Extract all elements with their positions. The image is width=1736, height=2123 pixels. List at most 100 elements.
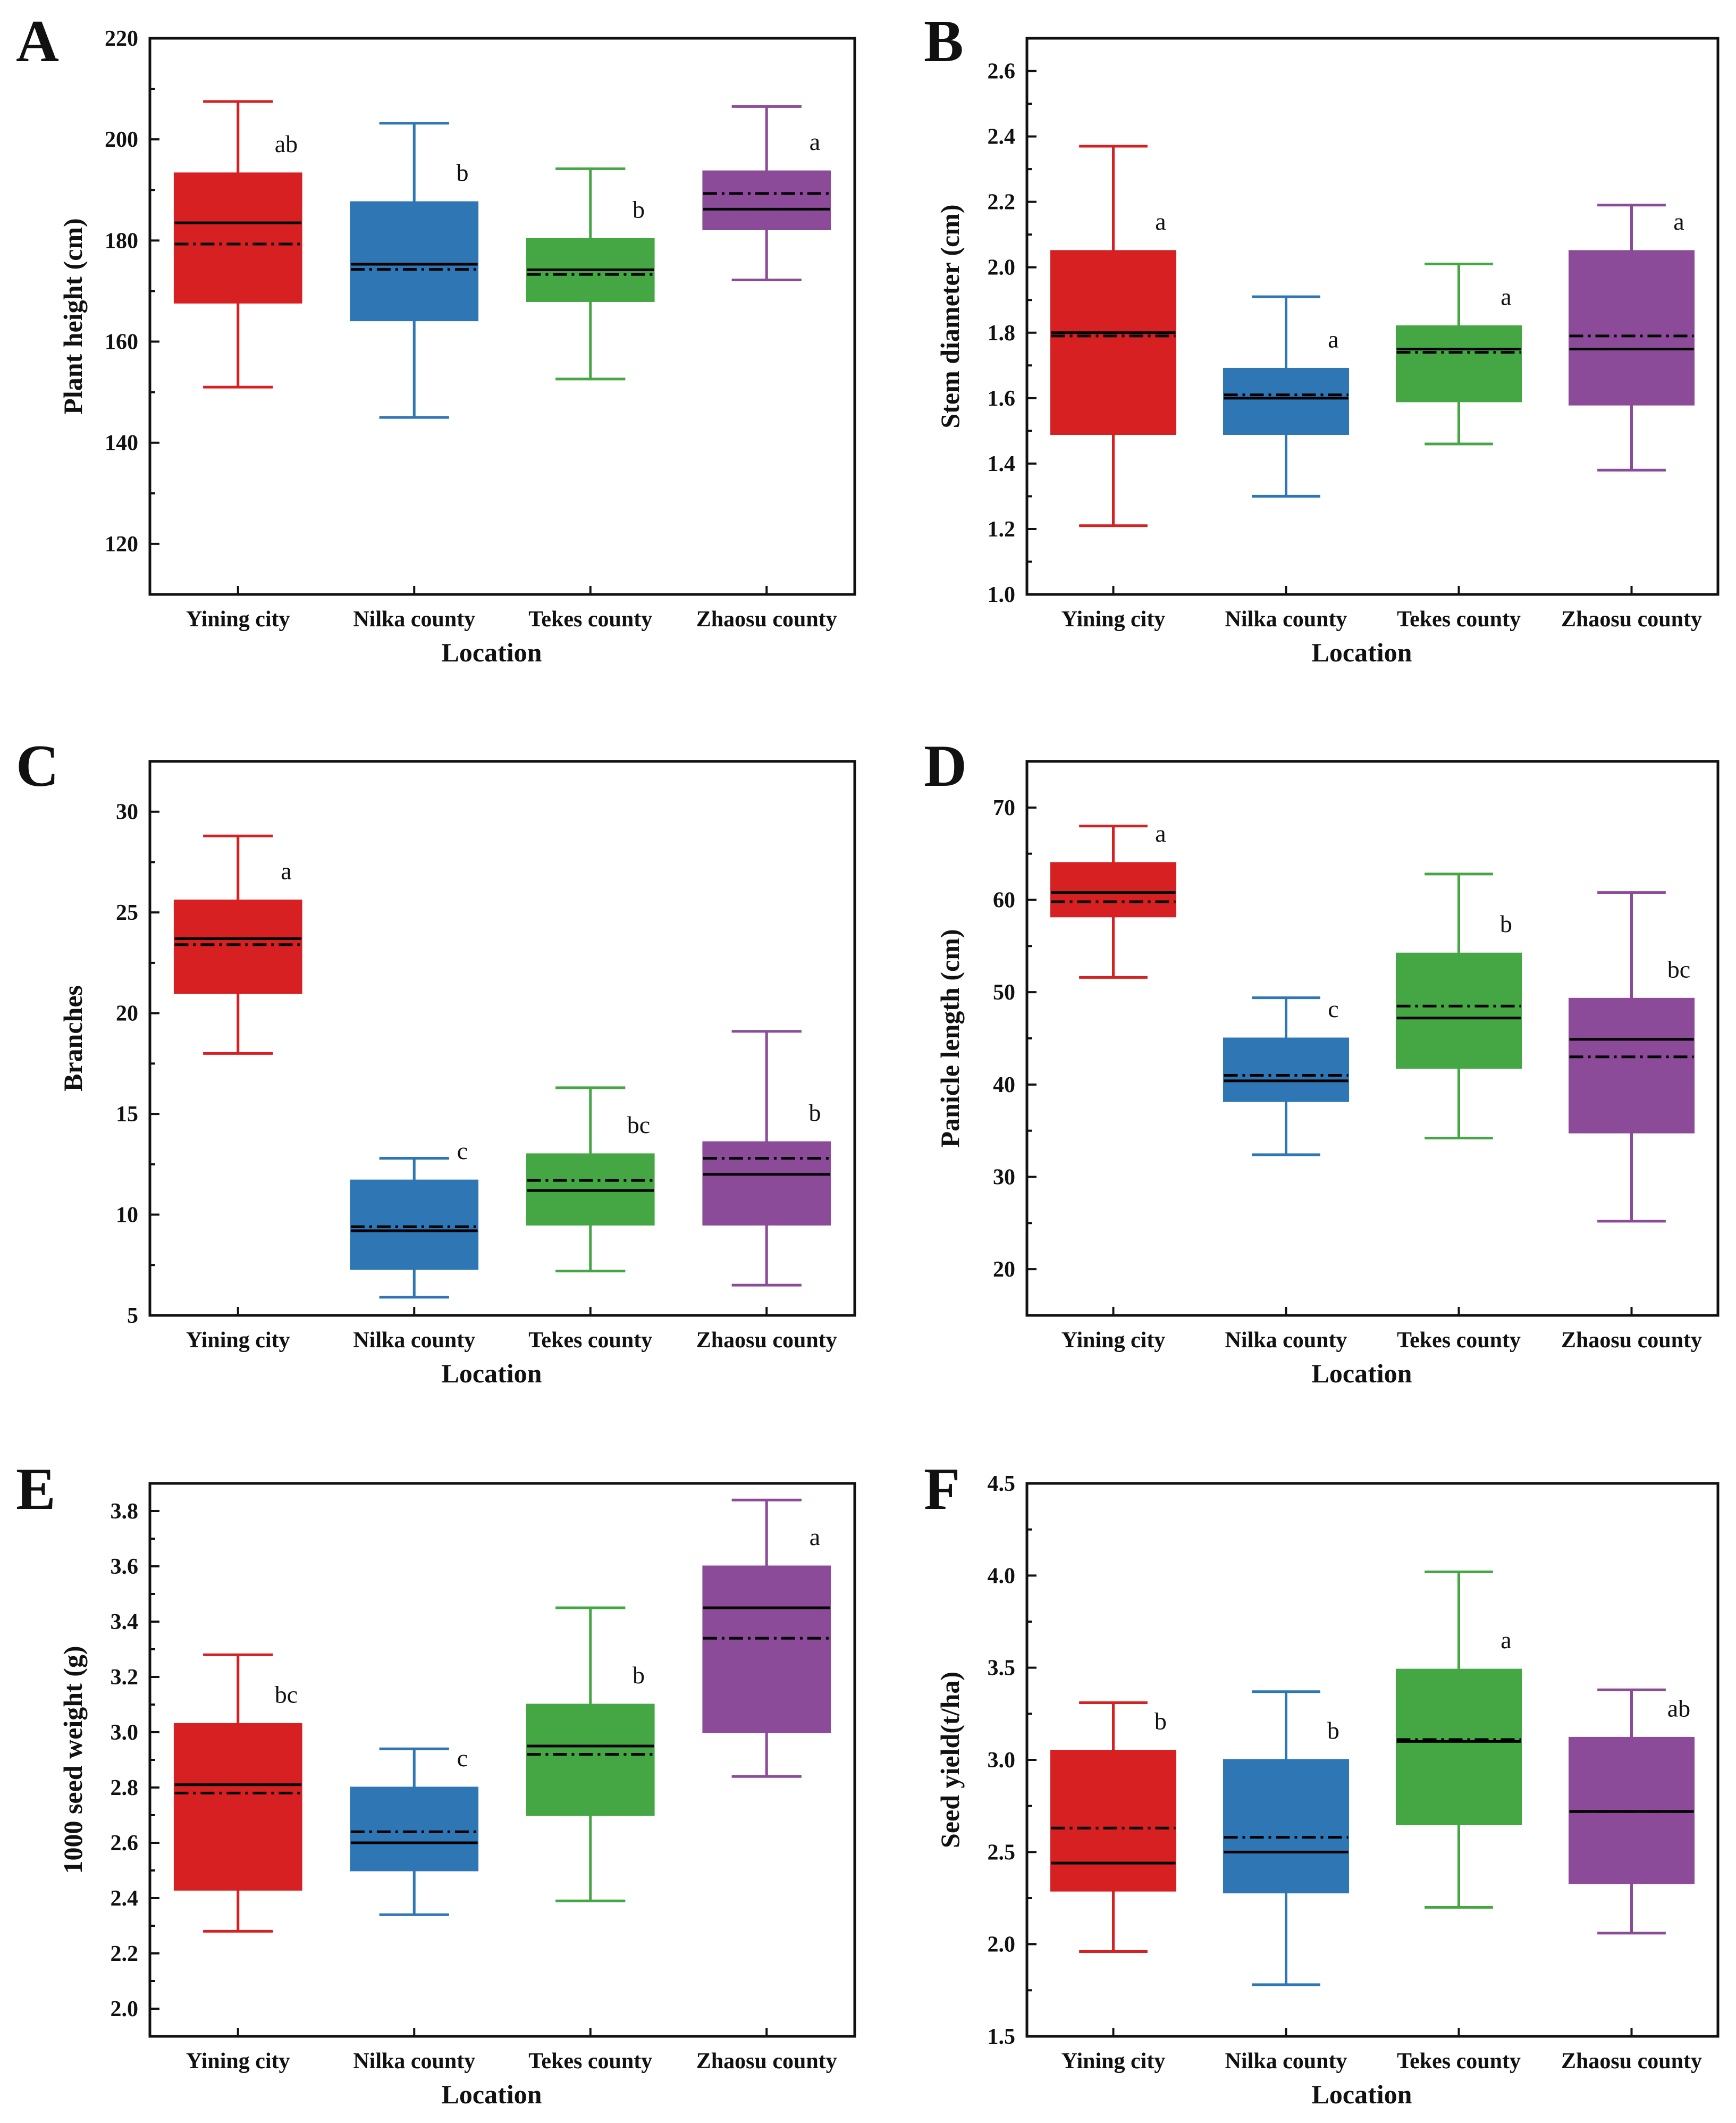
box-tekes-county: b [526, 1606, 655, 1902]
iqr-box [1223, 367, 1349, 435]
iqr-box [173, 899, 302, 994]
box-zhaosu-county: a [1569, 204, 1695, 472]
x-tick-label: Yining city [1061, 1328, 1166, 1353]
significance-label: a [1155, 820, 1166, 847]
y-tick-label: 2.6 [111, 1831, 139, 1856]
box-zhaosu-county: a [702, 1498, 831, 1778]
box-tekes-county: b [1396, 872, 1522, 1140]
significance-label: a [1673, 208, 1684, 235]
y-tick-label: 180 [105, 229, 138, 253]
y-tick-label: 10 [116, 1203, 138, 1228]
x-tick-label: Tekes county [1397, 1328, 1521, 1353]
y-tick-label: 3.4 [111, 1610, 139, 1634]
significance-label: b [1500, 910, 1512, 937]
y-tick-label: 2.4 [111, 1886, 139, 1911]
iqr-box [1396, 1668, 1522, 1825]
significance-label: a [1328, 325, 1338, 353]
iqr-box [1569, 997, 1695, 1134]
box-zhaosu-county: a [702, 105, 831, 282]
panel-letter: D [924, 733, 967, 799]
x-tick-label: Zhaosu county [1561, 1328, 1702, 1353]
x-tick-label: Tekes county [528, 1328, 652, 1353]
y-tick-label: 3.8 [111, 1499, 139, 1524]
panel-E: E2.02.22.42.62.83.03.23.43.63.8bcYining … [16, 1456, 856, 2109]
y-tick-label: 40 [993, 1073, 1015, 1097]
box-tekes-county: bc [526, 1086, 655, 1273]
significance-label: bc [275, 1681, 298, 1708]
x-tick-label: Yining city [1061, 607, 1166, 632]
y-tick-label: 70 [993, 796, 1015, 820]
plot-frame [1025, 760, 1720, 1317]
significance-label: bc [1667, 955, 1690, 983]
box-nilka-county: b [1223, 1690, 1349, 1986]
box-yining-city: bc [173, 1653, 302, 1933]
box-tekes-county: a [1396, 1570, 1522, 1909]
y-tick-label: 25 [116, 901, 138, 925]
x-tick-label: Nilka county [1225, 2049, 1347, 2074]
box-yining-city: b [1050, 1701, 1176, 1953]
box-zhaosu-county: bc [1569, 891, 1695, 1223]
y-tick-label: 1.4 [988, 452, 1016, 476]
box-zhaosu-county: b [702, 1030, 831, 1287]
y-tick-label: 20 [116, 1002, 138, 1026]
box-tekes-county: b [526, 167, 655, 381]
x-axis-title: Location [1312, 2079, 1412, 2109]
y-tick-label: 2.5 [988, 1840, 1016, 1865]
x-axis-title: Location [1312, 637, 1412, 667]
iqr-box [702, 1141, 831, 1226]
significance-label: a [281, 857, 291, 884]
y-tick-label: 2.0 [988, 256, 1016, 280]
x-axis-title: Location [1312, 1358, 1412, 1388]
significance-label: b [1327, 1717, 1339, 1744]
x-tick-label: Zhaosu county [696, 2049, 837, 2074]
y-tick-label: 3.0 [988, 1748, 1016, 1773]
significance-label: c [457, 1744, 468, 1772]
x-tick-label: Yining city [186, 2049, 290, 2074]
box-zhaosu-county: ab [1569, 1688, 1695, 1935]
significance-label: b [633, 1662, 645, 1689]
x-tick-label: Nilka county [353, 607, 475, 632]
y-tick-label: 2.2 [988, 190, 1016, 215]
panel-letter: A [16, 9, 59, 74]
iqr-box [1569, 250, 1695, 406]
y-tick-label: 1.0 [988, 583, 1016, 607]
y-tick-label: 220 [105, 27, 138, 51]
plot-frame [148, 1482, 856, 2038]
significance-label: a [810, 128, 820, 155]
panel-letter: C [16, 733, 59, 799]
y-axis-title: Stem diameter (cm) [935, 204, 965, 428]
y-tick-label: 30 [116, 800, 138, 825]
iqr-box [1396, 952, 1522, 1069]
iqr-box [173, 1723, 302, 1891]
panel-letter: E [16, 1456, 56, 1522]
y-tick-label: 50 [993, 980, 1015, 1005]
significance-label: ab [275, 130, 298, 157]
x-axis-title: Location [442, 1358, 542, 1388]
box-nilka-county: c [350, 1137, 479, 1299]
y-tick-label: 1.2 [988, 517, 1016, 542]
y-axis-title: Panicle length (cm) [935, 929, 965, 1147]
significance-label: a [1155, 208, 1166, 235]
box-yining-city: a [1050, 145, 1176, 527]
significance-label: ab [1667, 1694, 1690, 1722]
y-tick-label: 160 [105, 330, 138, 355]
box-nilka-county: b [350, 122, 479, 419]
y-tick-label: 4.0 [988, 1564, 1016, 1588]
y-axis-title: 1000 seed weight (g) [58, 1646, 88, 1874]
x-axis-title: Location [442, 637, 542, 667]
y-tick-label: 3.5 [988, 1656, 1016, 1681]
iqr-box [1050, 862, 1176, 918]
y-axis-title: Seed yield(t/ha) [935, 1672, 965, 1848]
plot-frame [148, 37, 856, 596]
y-tick-label: 1.5 [988, 2025, 1016, 2049]
significance-label: b [456, 159, 468, 186]
x-tick-label: Zhaosu county [696, 607, 837, 632]
y-tick-label: 3.6 [111, 1555, 139, 1579]
panel-D: D 20 30 40 50 60 70 a Yining city c Nilka county b T… [924, 733, 1720, 1388]
iqr-box [1396, 325, 1522, 402]
iqr-box [1223, 1759, 1349, 1894]
box-yining-city: ab [173, 100, 302, 389]
panel-C: C 5 10 15 20 25 30 a Yining city c Nilka county bc T… [16, 733, 856, 1388]
